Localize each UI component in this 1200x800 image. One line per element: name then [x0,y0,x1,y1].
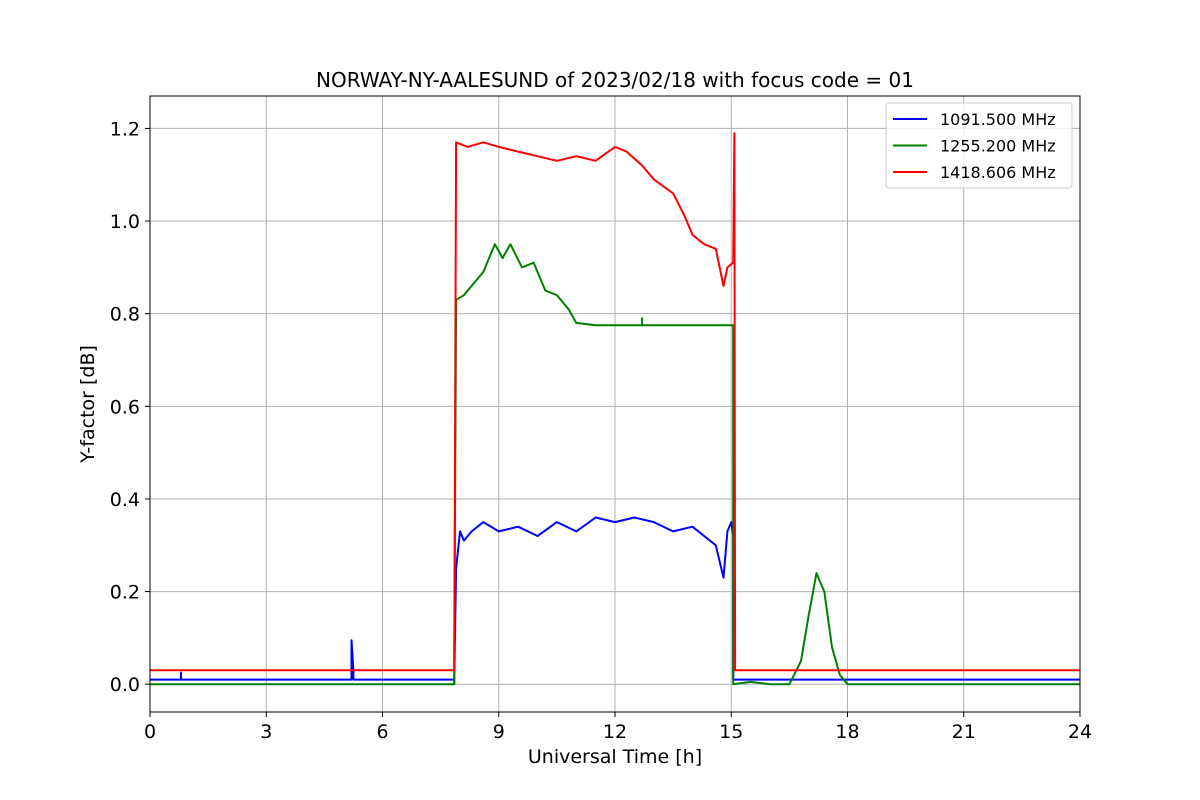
legend-entry: 1091.500 MHz [940,110,1056,129]
y-axis: 0.0 0.2 0.4 0.6 0.8 1.0 1.2 [110,118,150,696]
chart-title: NORWAY-NY-AALESUND of 2023/02/18 with fo… [316,68,914,92]
x-tick-label: 12 [603,721,627,743]
y-tick-label: 1.0 [110,211,140,233]
x-tick-label: 9 [493,721,505,743]
x-tick-label: 24 [1068,721,1092,743]
y-tick-label: 0.8 [110,304,140,326]
y-tick-label: 0.4 [110,489,140,511]
x-tick-label: 18 [835,721,859,743]
y-tick-label: 0.0 [110,674,140,696]
y-tick-label: 1.2 [110,118,140,140]
x-tick-label: 3 [260,721,272,743]
legend-entry: 1255.200 MHz [940,137,1056,156]
y-tick-label: 0.6 [110,396,140,418]
y-tick-label: 0.2 [110,582,140,604]
x-tick-label: 21 [952,721,976,743]
legend-box [885,102,1073,189]
x-axis-label: Universal Time [h] [528,746,702,768]
x-tick-label: 0 [144,721,156,743]
legend: 1091.500 MHz 1255.200 MHz 1418.606 MHz [885,102,1073,189]
series-line-2 [150,132,1080,672]
series-line-1 [150,243,1080,686]
x-tick-label: 6 [376,721,388,743]
series-line-0 [150,516,1080,686]
x-axis: 0 3 6 9 12 15 18 21 24 [144,712,1092,743]
x-tick-label: 15 [719,721,743,743]
legend-entry: 1418.606 MHz [940,163,1056,182]
series-group [150,132,1080,686]
y-axis-label: Y-factor [dB] [77,345,99,464]
